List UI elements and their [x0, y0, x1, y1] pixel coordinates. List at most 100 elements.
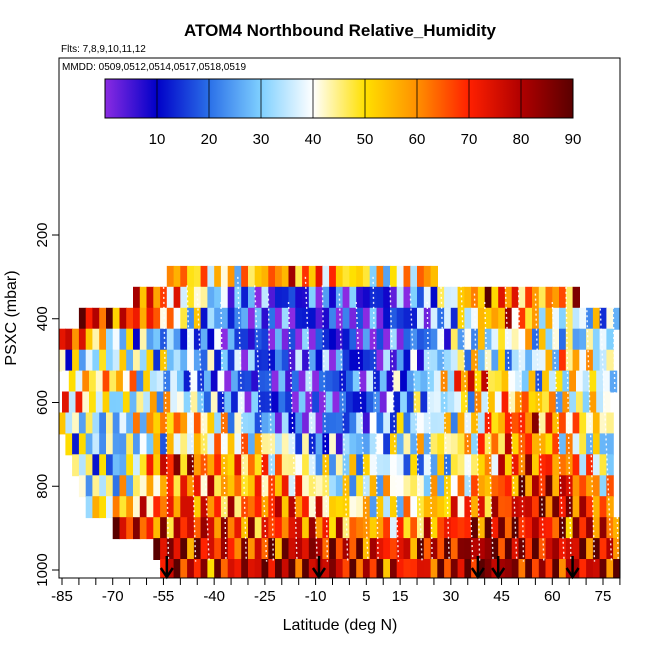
heatmap-cell [572, 475, 580, 498]
heatmap-cell [559, 433, 567, 456]
heatmap-cell [410, 454, 418, 477]
heatmap-cell [356, 307, 364, 330]
heatmap-cell [95, 391, 104, 414]
heatmap-cell [302, 496, 310, 519]
heatmap-cell [471, 454, 479, 477]
heatmap-cell [494, 370, 503, 393]
heatmap-cell [302, 538, 310, 560]
heatmap-cell [217, 391, 225, 414]
heatmap-cell [160, 559, 168, 578]
heatmap-cell [187, 475, 195, 498]
heatmap-cell [109, 370, 117, 393]
heatmap-cell [349, 538, 357, 560]
heatmap-cell [214, 286, 222, 309]
heatmap-cell [417, 433, 425, 456]
heatmap-cell [356, 433, 364, 456]
heatmap-cell [390, 328, 398, 351]
heatmap-cell [322, 349, 330, 372]
heatmap-cell [308, 265, 317, 288]
heatmap-cell [362, 286, 371, 309]
chart-title: ATOM4 Northbound Relative_Humidity [184, 21, 497, 40]
heatmap-cell [586, 559, 594, 578]
colorbar-tick-label: 60 [409, 131, 426, 148]
heatmap-cell [457, 454, 465, 477]
heatmap-cell [288, 265, 296, 288]
heatmap-cell [139, 307, 148, 330]
heatmap-cell [187, 412, 195, 435]
heatmap-cell [315, 307, 323, 330]
heatmap-cell [498, 517, 506, 540]
heatmap-cell [190, 370, 198, 393]
heatmap-cell [214, 265, 222, 288]
heatmap-cell [362, 328, 371, 351]
heatmap-cell [376, 307, 384, 330]
heatmap-cell [579, 412, 587, 435]
heatmap-cell [193, 307, 202, 330]
y-axis: 200 400 600 800 1000 [34, 222, 59, 587]
heatmap-cell [234, 412, 242, 435]
heatmap-cell [393, 391, 401, 414]
heatmap-cell [586, 349, 594, 372]
heatmap-cell [319, 370, 327, 393]
heatmap-cell [552, 307, 560, 330]
heatmap-cell [160, 412, 168, 435]
heatmap-cell [444, 538, 452, 560]
heatmap-cell [606, 433, 614, 456]
heatmap-cell [268, 538, 276, 560]
heatmap-cell [72, 328, 80, 351]
heatmap-cell [261, 265, 269, 288]
heatmap-cell [592, 559, 601, 578]
heatmap-cell [173, 412, 181, 435]
flight-arrow-head [159, 567, 174, 580]
heatmap-cell [450, 412, 459, 435]
heatmap-cell [525, 496, 533, 519]
heatmap-cell [109, 391, 117, 414]
heatmap-cell [227, 307, 236, 330]
heatmap-cell [450, 496, 459, 519]
heatmap-cell [295, 328, 303, 351]
heatmap-cell [457, 349, 465, 372]
heatmap-cell [518, 517, 526, 540]
heatmap-cell [592, 454, 601, 477]
heatmap-cell [339, 391, 347, 414]
colorbar-tick-label: 90 [565, 131, 582, 148]
x-tick-label: -85 [51, 588, 73, 605]
heatmap-cell [261, 307, 269, 330]
heatmap-cell [511, 286, 520, 309]
heatmap-cell [248, 559, 256, 578]
profile-trace [186, 285, 197, 562]
heatmap-cell [288, 454, 296, 477]
heatmap-cell [508, 391, 516, 414]
heatmap-cell [369, 475, 378, 498]
heatmap-cell [335, 559, 344, 578]
heatmap-cell [153, 328, 161, 351]
heatmap-cell [504, 538, 513, 560]
heatmap-cell [180, 454, 188, 477]
heatmap-cell [268, 328, 276, 351]
heatmap-cell [538, 349, 547, 372]
heatmap-cell [335, 454, 344, 477]
heatmap-cell [224, 391, 232, 414]
heatmap-cell [427, 391, 435, 414]
heatmap-cell [565, 286, 574, 309]
heatmap-cell [160, 496, 168, 519]
heatmap-cell [525, 412, 533, 435]
heatmap-cell [197, 391, 205, 414]
heatmap-cell [484, 286, 493, 309]
heatmap-cell [410, 328, 418, 351]
heatmap-cell [180, 559, 188, 578]
heatmap-cell [85, 433, 94, 456]
heatmap-cell [390, 496, 398, 519]
profile-trace [321, 285, 329, 562]
heatmap-cell [59, 328, 66, 351]
heatmap-cell [552, 433, 560, 456]
heatmap-cell [362, 412, 371, 435]
heatmap-cell [315, 517, 323, 540]
heatmap-cell [565, 454, 574, 477]
heatmap-cell [254, 517, 263, 540]
heatmap-cell [565, 538, 574, 560]
heatmap-cell [525, 517, 533, 540]
heatmap-cell [99, 475, 107, 498]
heatmap-cell [491, 475, 499, 498]
heatmap-cell [241, 559, 249, 578]
